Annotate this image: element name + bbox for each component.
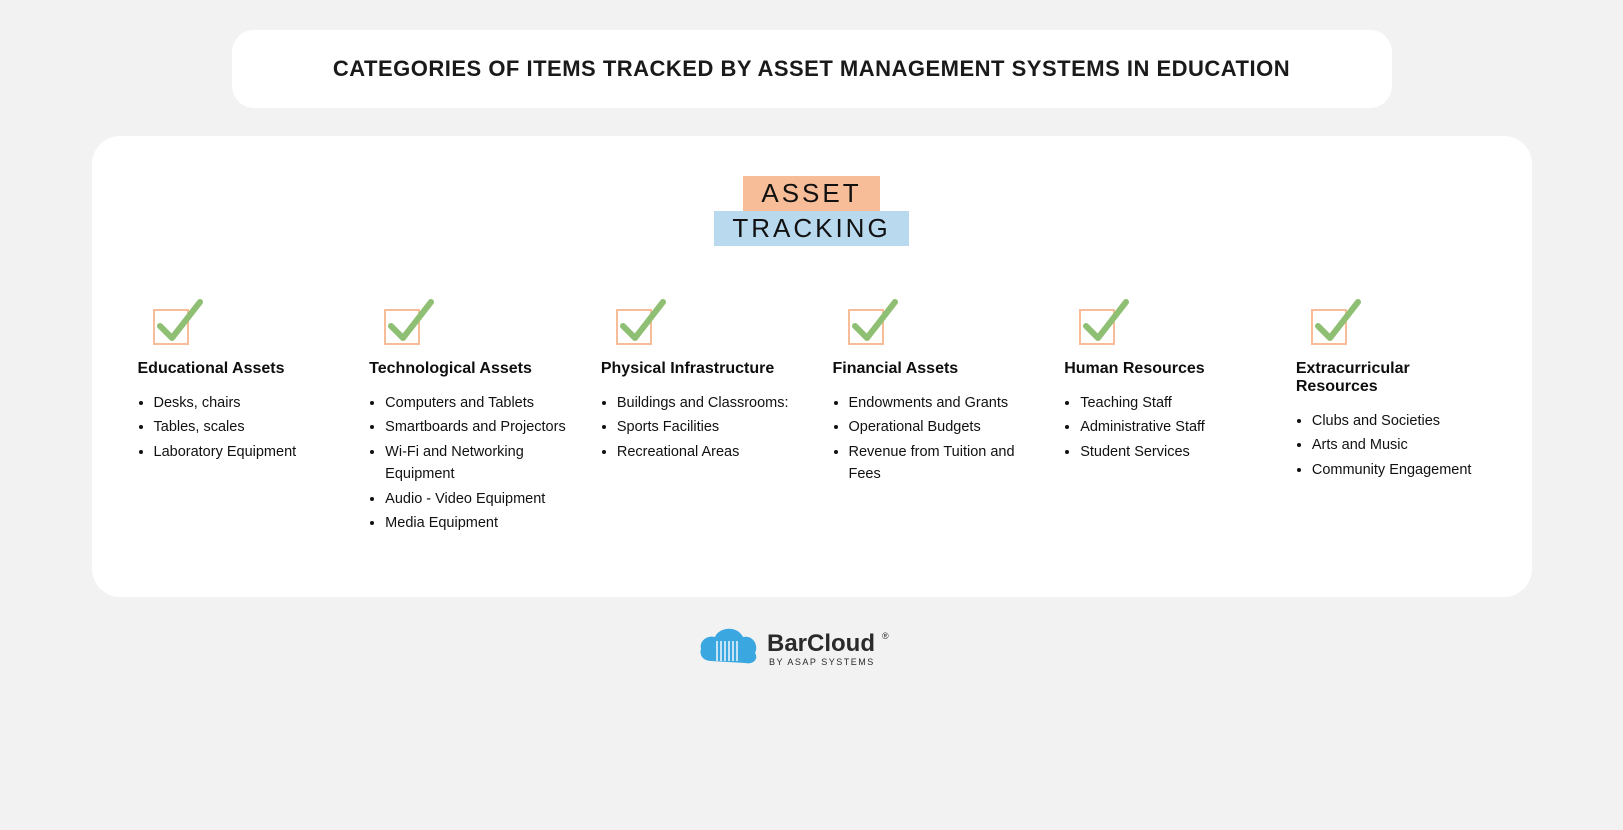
- category-columns: Educational Assets Desks, chairsTables, s…: [122, 296, 1502, 537]
- check-icon: [823, 296, 1033, 346]
- content-card: ASSET TRACKING Educational Assets Desks, …: [92, 136, 1532, 597]
- category-item: Desks, chairs: [154, 392, 338, 414]
- category-column: Human Resources Teaching StaffAdministrat…: [1048, 296, 1270, 537]
- category-item: Arts and Music: [1312, 434, 1496, 456]
- category-item-list: Buildings and Classrooms:Sports Faciliti…: [591, 392, 801, 463]
- check-icon: [1054, 296, 1264, 346]
- category-item-list: Teaching StaffAdministrative Staff Studen…: [1054, 392, 1264, 463]
- category-item: Revenue from Tuition and Fees: [849, 441, 1033, 486]
- category-title: Extracurricular Resources: [1296, 360, 1496, 396]
- category-item: Sports Facilities: [617, 416, 801, 438]
- hero-line-tracking: TRACKING: [714, 211, 908, 246]
- category-item: Audio - Video Equipment: [385, 488, 569, 510]
- category-item: Endowments and Grants: [849, 392, 1033, 414]
- category-item: Recreational Areas: [617, 441, 801, 463]
- cloud-icon: [700, 629, 756, 664]
- check-icon: [591, 296, 801, 346]
- category-item: Community Engagement: [1312, 459, 1496, 481]
- category-title: Technological Assets: [369, 360, 569, 378]
- category-item: Buildings and Classrooms:: [617, 392, 801, 414]
- page-title: CATEGORIES OF ITEMS TRACKED BY ASSET MAN…: [252, 56, 1372, 82]
- category-item: Wi-Fi and Networking Equipment: [385, 441, 569, 486]
- logo-brand-sub: BY ASAP SYSTEMS: [769, 657, 875, 667]
- category-item: Smartboards and Projectors: [385, 416, 569, 438]
- logo-brand-main: BarCloud: [767, 630, 875, 657]
- category-column: Educational Assets Desks, chairsTables, s…: [122, 296, 344, 537]
- category-title: Human Resources: [1064, 360, 1264, 378]
- category-item: Laboratory Equipment: [154, 441, 338, 463]
- check-icon: [128, 296, 338, 346]
- category-item: Teaching Staff: [1080, 392, 1264, 414]
- check-icon: [359, 296, 569, 346]
- category-item: Computers and Tablets: [385, 392, 569, 414]
- category-item: Student Services: [1080, 441, 1264, 463]
- category-column: Financial Assets Endowments and GrantsOpe…: [817, 296, 1039, 537]
- category-title: Financial Assets: [833, 360, 1033, 378]
- barcloud-logo: BarCloud ® BY ASAP SYSTEMS: [697, 621, 927, 673]
- hero-heading: ASSET TRACKING: [122, 176, 1502, 246]
- category-item: Media Equipment: [385, 512, 569, 534]
- check-icon: [1286, 296, 1496, 346]
- category-item-list: Computers and TabletsSmartboards and Pro…: [359, 392, 569, 535]
- logo-registered: ®: [882, 631, 889, 641]
- category-item-list: Endowments and GrantsOperational Budgets…: [823, 392, 1033, 486]
- category-item: Administrative Staff: [1080, 416, 1264, 438]
- category-title: Physical Infrastructure: [601, 360, 801, 378]
- category-column: Technological Assets Computers and Tablet…: [353, 296, 575, 537]
- category-item: Clubs and Societies: [1312, 410, 1496, 432]
- footer-logo-row: BarCloud ® BY ASAP SYSTEMS: [0, 621, 1623, 678]
- category-item-list: Desks, chairsTables, scales Laboratory Eq…: [128, 392, 338, 463]
- category-item: Operational Budgets: [849, 416, 1033, 438]
- category-column: Extracurricular Resources Clubs and Socie…: [1280, 296, 1502, 537]
- hero-line-asset: ASSET: [743, 176, 879, 211]
- category-column: Physical Infrastructure Buildings and Cla…: [585, 296, 807, 537]
- category-title: Educational Assets: [138, 360, 338, 378]
- title-card: CATEGORIES OF ITEMS TRACKED BY ASSET MAN…: [232, 30, 1392, 108]
- category-item-list: Clubs and SocietiesArts and Music Communi…: [1286, 410, 1496, 481]
- category-item: Tables, scales: [154, 416, 338, 438]
